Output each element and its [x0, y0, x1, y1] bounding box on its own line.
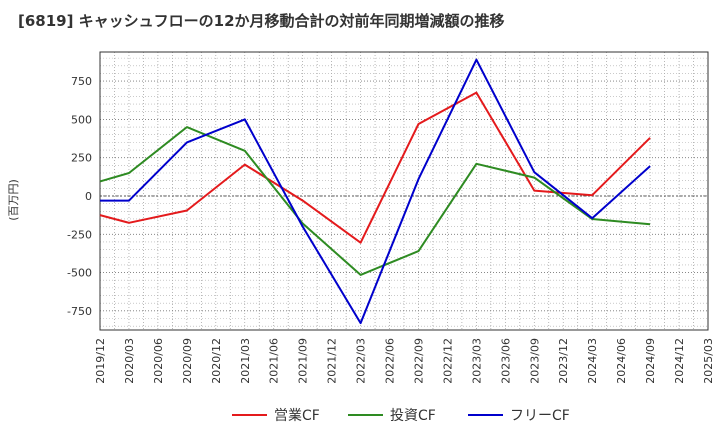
x-tick-label: 2022/09 [412, 338, 425, 384]
x-tick-label: 2020/03 [123, 338, 136, 384]
x-tick-label: 2025/03 [702, 338, 715, 384]
x-tick-label: 2020/12 [210, 338, 223, 384]
y-tick-label: 0 [85, 190, 92, 203]
chart-title: [6819] キャッシュフローの12か月移動合計の対前年同期増減額の推移 [18, 12, 505, 30]
x-tick-label: 2023/12 [557, 338, 570, 384]
x-axis: 2019/12 2020/03 2020/06 2020/09 2020/12 2021/… [94, 338, 715, 384]
x-tick-label: 2024/09 [644, 338, 657, 384]
x-tick-label: 2021/06 [268, 338, 281, 384]
x-tick-label: 2023/09 [528, 338, 541, 384]
x-tick-label: 2023/06 [499, 338, 512, 384]
y-tick-label: -250 [67, 228, 92, 241]
x-tick-label: 2024/06 [615, 338, 628, 384]
plot-frame [99, 51, 709, 331]
x-tick-label: 2021/09 [297, 338, 310, 384]
y-tick-label: 500 [71, 113, 92, 126]
legend-label: フリーCF [510, 408, 570, 424]
x-tick-label: 2022/03 [355, 338, 368, 384]
x-tick-label: 2022/12 [441, 338, 454, 384]
x-tick-label: 2022/06 [384, 338, 397, 384]
y-axis-label: (百万円) [7, 179, 20, 221]
x-tick-label: 2021/03 [239, 338, 252, 384]
series-line [100, 58, 651, 325]
x-tick-label: 2020/09 [181, 338, 194, 384]
series-lines [99, 58, 651, 325]
y-tick-label: -500 [67, 267, 92, 280]
y-tick-label: -750 [67, 305, 92, 318]
legend: 営業CF 投資CF フリーCF [232, 408, 570, 424]
y-tick-label: 750 [71, 75, 92, 88]
series-line [99, 126, 651, 276]
x-tick-label: 2024/03 [586, 338, 599, 384]
legend-label: 営業CF [274, 408, 320, 424]
x-tick-label: 2021/12 [326, 338, 339, 384]
x-tick-label: 2024/12 [673, 338, 686, 384]
y-axis: 750 500 250 0 -250 -500 -750 [67, 75, 92, 318]
x-tick-label: 2023/03 [470, 338, 483, 384]
x-tick-label: 2019/12 [94, 338, 107, 384]
y-tick-label: 250 [71, 152, 92, 165]
x-tick-label: 2020/06 [152, 338, 165, 384]
legend-label: 投資CF [390, 408, 436, 424]
